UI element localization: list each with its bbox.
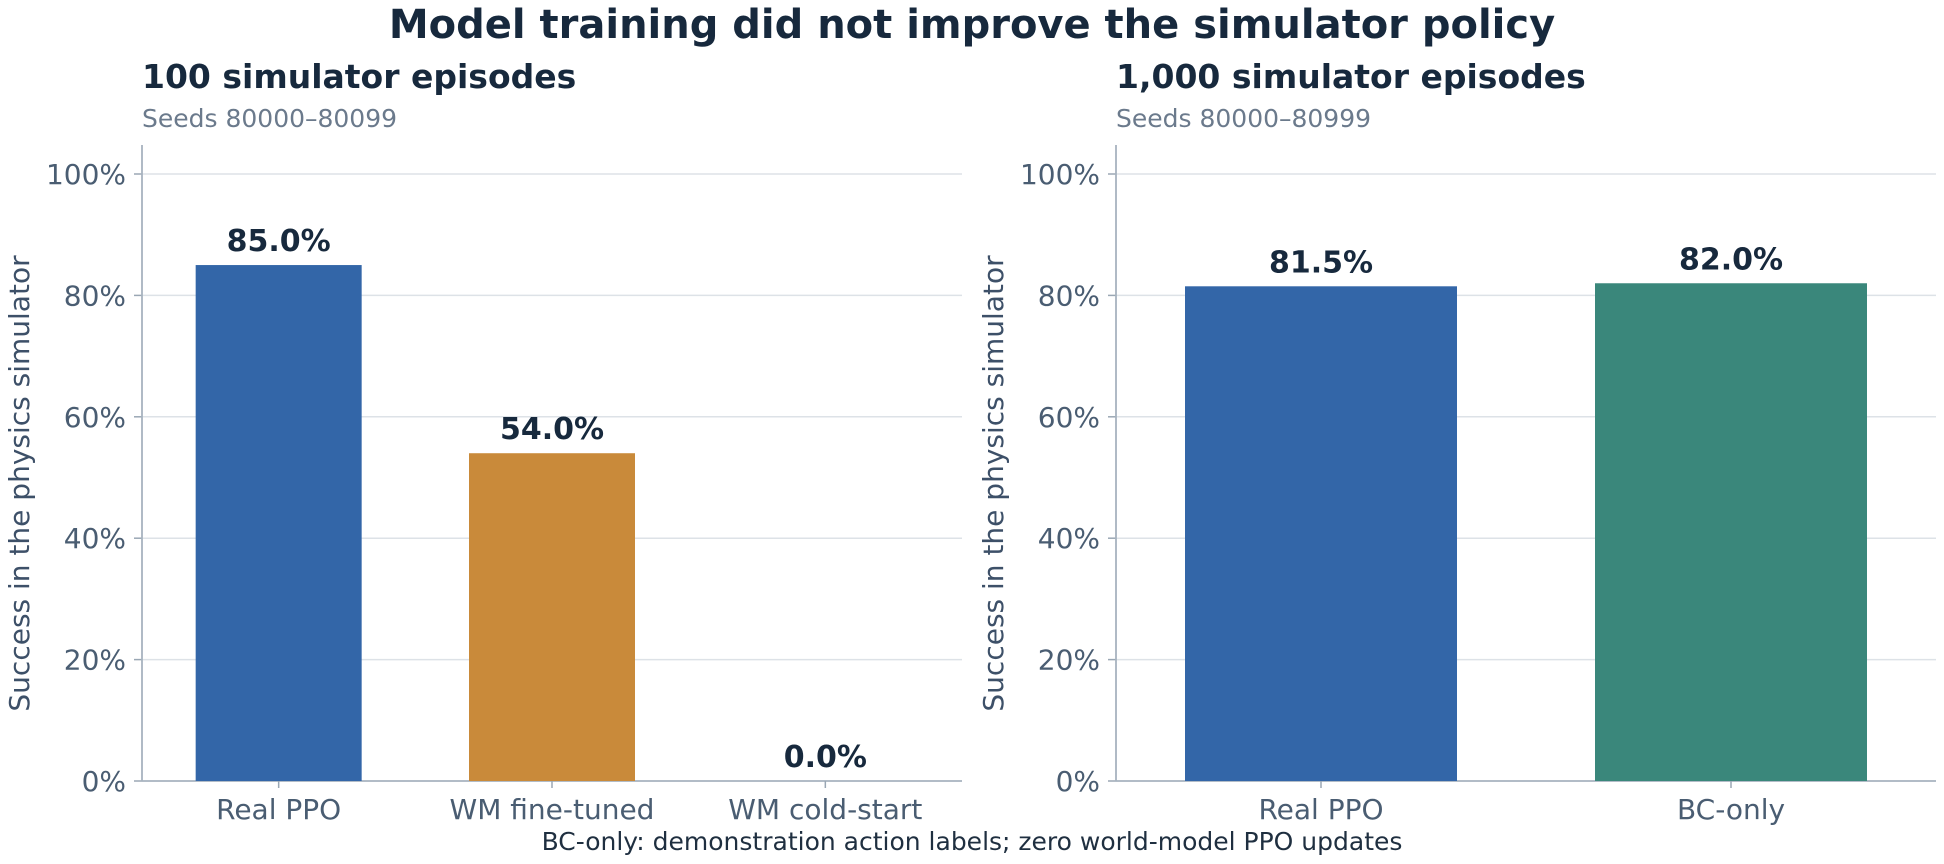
y-tick-label: 100% <box>1020 158 1100 191</box>
panel-100-episodes: 100 simulator episodes Seeds 80000–80099 0… <box>3 57 962 826</box>
bar-value-label: 81.5% <box>1269 245 1373 280</box>
bar-value-label: 54.0% <box>500 412 604 447</box>
panel-1000-episodes: 1,000 simulator episodes Seeds 80000–8099… <box>977 57 1936 826</box>
bar-value-label: 82.0% <box>1679 242 1783 277</box>
y-tick-label: 60% <box>64 401 126 434</box>
x-tick-label: BC-only <box>1677 793 1785 826</box>
y-tick-label: 0% <box>82 765 126 798</box>
bar-value-label: 85.0% <box>227 224 331 259</box>
x-tick-label: WM cold-start <box>728 793 922 826</box>
y-tick-label: 0% <box>1056 765 1100 798</box>
y-axis-label: Success in the physics simulator <box>3 255 36 712</box>
y-tick-label: 100% <box>46 158 126 191</box>
y-tick-label: 40% <box>1038 522 1100 555</box>
x-tick-label: WM fine-tuned <box>450 793 655 826</box>
y-axis-label: Success in the physics simulator <box>977 255 1010 712</box>
y-tick-label: 20% <box>64 644 126 677</box>
panel-subtitle: Seeds 80000–80099 <box>142 104 397 133</box>
y-tick-label: 60% <box>1038 401 1100 434</box>
bar <box>1595 283 1867 781</box>
figure-footnote: BC-only: demonstration action labels; ze… <box>542 827 1403 856</box>
y-tick-label: 20% <box>1038 644 1100 677</box>
y-tick-label: 80% <box>1038 279 1100 312</box>
figure-title: Model training did not improve the simul… <box>389 2 1555 48</box>
bar <box>195 265 362 781</box>
y-tick-label: 40% <box>64 522 126 555</box>
bar-value-label: 0.0% <box>784 740 867 775</box>
panel-title: 100 simulator episodes <box>142 57 576 96</box>
y-tick-label: 80% <box>64 279 126 312</box>
panel-subtitle: Seeds 80000–80999 <box>1116 104 1371 133</box>
x-tick-label: Real PPO <box>216 793 341 826</box>
bar <box>1185 286 1457 781</box>
panel-title: 1,000 simulator episodes <box>1116 57 1586 96</box>
x-tick-label: Real PPO <box>1258 793 1383 826</box>
bar <box>469 453 635 781</box>
